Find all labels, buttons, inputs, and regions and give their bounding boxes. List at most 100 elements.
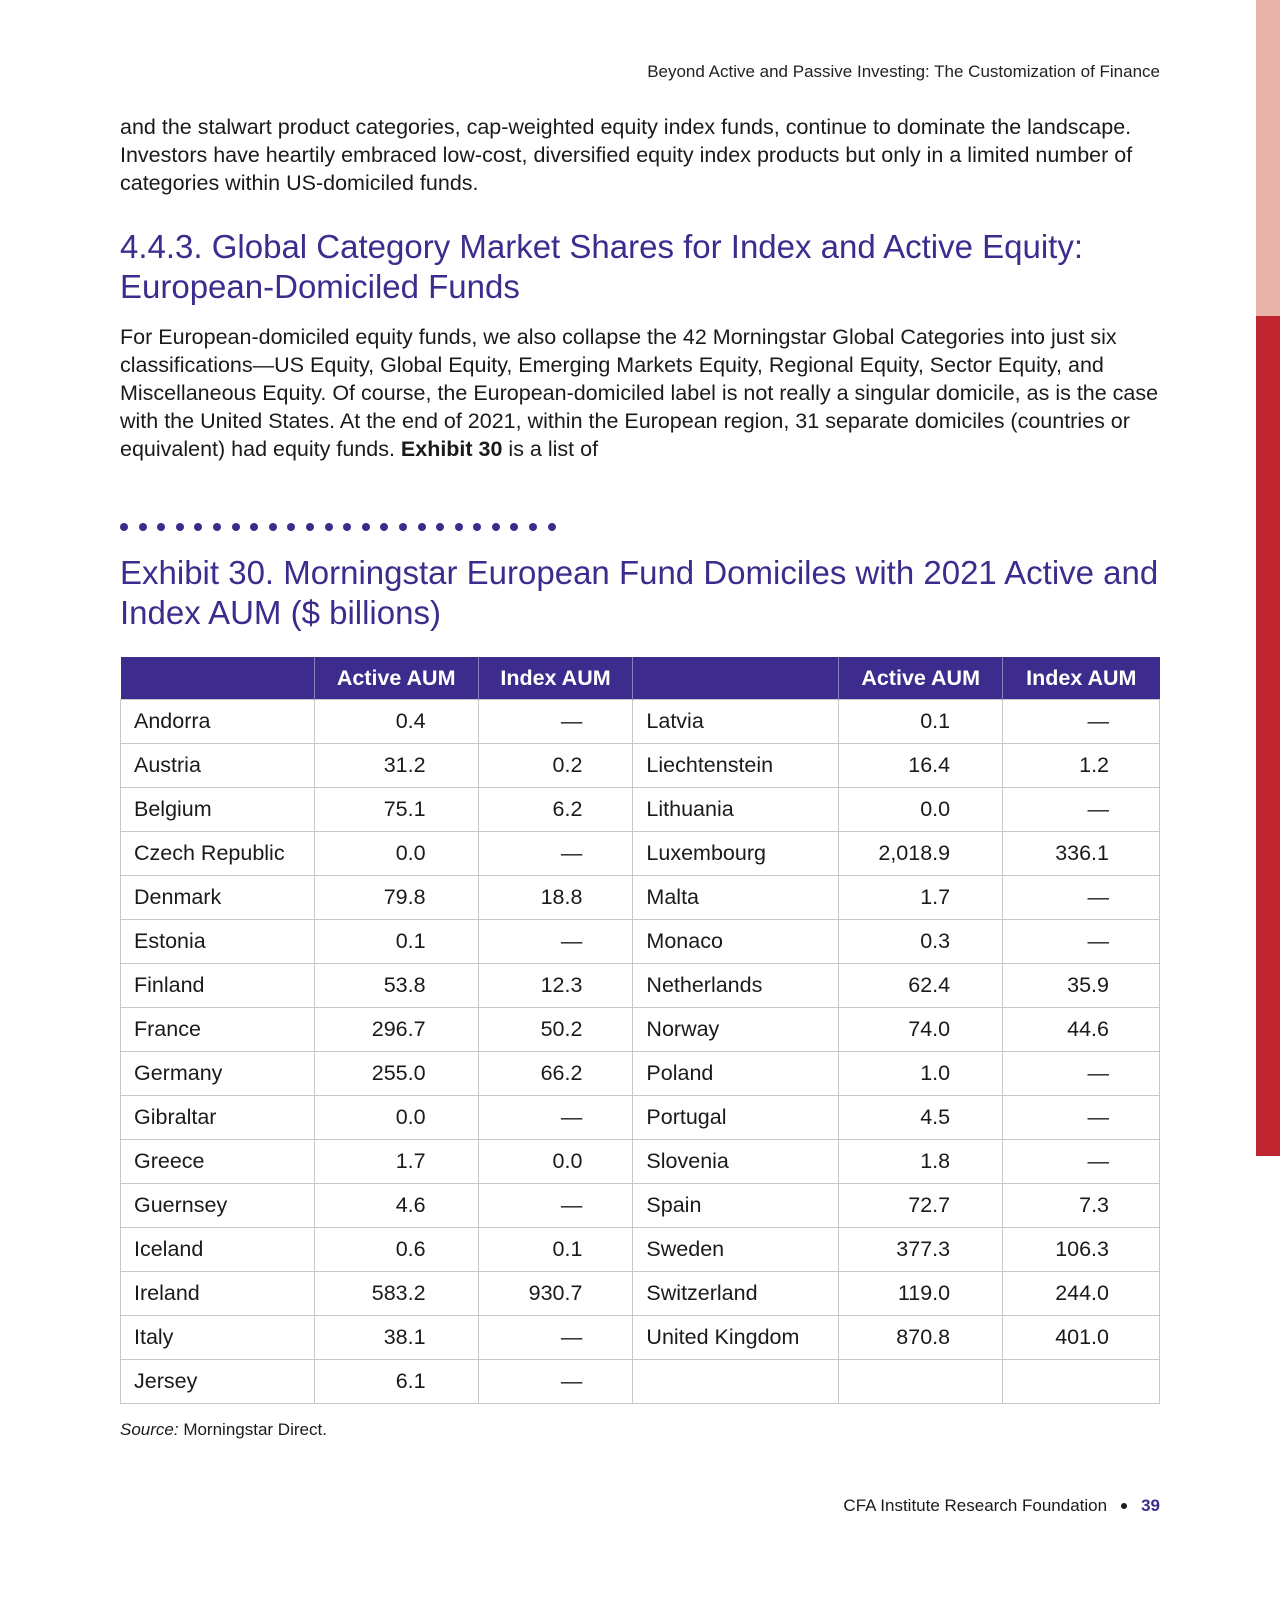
active-aum-cell: 0.1 [838, 699, 1004, 744]
separator-dot [157, 523, 166, 531]
index-aum-cell: — [477, 699, 634, 744]
table-body: Andorra 0.4— Latvia 0.1— Austria 31.2 0.2 Liech… [120, 699, 1160, 1404]
table-row: Greece 1.7 0.0 Slovenia 1.8— [120, 1139, 1160, 1184]
active-aum-cell: 16.4 [838, 743, 1004, 788]
active-aum-cell: 75.1 [313, 787, 479, 832]
country-cell: Spain [632, 1183, 840, 1228]
active-aum-cell: 4.6 [313, 1183, 479, 1228]
index-aum-cell: 50.2 [477, 1007, 634, 1052]
active-aum-cell: 53.8 [313, 963, 479, 1008]
column-header: Active AUM [313, 657, 479, 700]
country-cell: Luxembourg [632, 831, 840, 876]
country-cell: Monaco [632, 919, 840, 964]
active-aum-cell: 72.7 [838, 1183, 1004, 1228]
active-aum-cell: 0.0 [838, 787, 1004, 832]
index-aum-cell [1002, 1359, 1160, 1404]
separator-dot [473, 523, 482, 531]
table-row: Gibraltar 0.0— Portugal 4.5— [120, 1095, 1160, 1140]
separator-dot [305, 523, 314, 531]
index-aum-cell: 106.3 [1002, 1227, 1160, 1272]
column-header: Index AUM [477, 657, 633, 700]
separator-dot [547, 523, 556, 531]
section-title: 4.4.3. Global Category Market Shares for… [120, 228, 1084, 305]
separator-dot [138, 523, 147, 531]
active-aum-cell: 255.0 [313, 1051, 479, 1096]
country-cell: Italy [120, 1315, 315, 1360]
source-note: Source: Morningstar Direct. [120, 1420, 1160, 1440]
active-aum-cell: 296.7 [313, 1007, 479, 1052]
index-aum-cell: — [1002, 1095, 1160, 1140]
country-cell: Belgium [120, 787, 315, 832]
exhibit-reference: Exhibit 30 [400, 437, 503, 461]
separator-dot [175, 523, 184, 531]
country-cell: Gibraltar [120, 1095, 315, 1140]
page-footer: CFA Institute Research Foundation 39 [843, 1496, 1160, 1516]
table-row: Iceland 0.6 0.1 Sweden 377.3 106.3 [120, 1227, 1160, 1272]
country-cell: Ireland [120, 1271, 315, 1316]
separator-dot [417, 523, 426, 531]
separator-dot [398, 523, 407, 531]
separator-dot [343, 523, 352, 531]
index-aum-cell: — [1002, 787, 1160, 832]
country-cell: Jersey [120, 1359, 315, 1404]
active-aum-cell: 2,018.9 [838, 831, 1004, 876]
index-aum-cell: — [1002, 1139, 1160, 1184]
active-aum-cell: 1.0 [838, 1051, 1004, 1096]
table-row: Belgium 75.1 6.2 Lithuania 0.0— [120, 787, 1160, 832]
separator-dot [250, 523, 259, 531]
country-cell: Guernsey [120, 1183, 315, 1228]
separator-dot [454, 523, 463, 531]
country-cell: Latvia [632, 699, 840, 744]
active-aum-cell: 6.1 [313, 1359, 479, 1404]
active-aum-cell: 377.3 [838, 1227, 1004, 1272]
index-aum-cell: 66.2 [477, 1051, 634, 1096]
separator-dot [268, 523, 277, 531]
separator-dot [287, 523, 296, 531]
active-aum-cell: 4.5 [838, 1095, 1004, 1140]
table-row: France 296.7 50.2 Norway 74.0 44.6 [120, 1007, 1160, 1052]
section-paragraph-tail: is a list of [502, 437, 599, 461]
table-row: Czech Republic 0.0— Luxembourg 2,018.9 336.1 [120, 831, 1160, 876]
country-cell: Iceland [120, 1227, 315, 1272]
country-cell: Poland [632, 1051, 840, 1096]
index-aum-cell: — [477, 1095, 634, 1140]
active-aum-cell: 1.7 [838, 875, 1004, 920]
separator-dot [361, 523, 370, 531]
country-cell: Slovenia [632, 1139, 840, 1184]
separator-dot [194, 523, 203, 531]
separator-dot [510, 523, 519, 531]
index-aum-cell: — [1002, 875, 1160, 920]
table-row: Andorra 0.4— Latvia 0.1— [120, 699, 1160, 744]
index-aum-cell: 0.2 [477, 743, 634, 788]
index-aum-cell: — [477, 1359, 634, 1404]
index-aum-cell: — [1002, 1051, 1160, 1096]
country-cell: Liechtenstein [632, 743, 840, 788]
index-aum-cell: 0.1 [477, 1227, 634, 1272]
index-aum-cell: 244.0 [1002, 1271, 1160, 1316]
separator-dot [491, 523, 500, 531]
separator-dot [380, 523, 389, 531]
country-cell: Norway [632, 1007, 840, 1052]
country-cell [632, 1359, 840, 1404]
table-row: Guernsey 4.6— Spain 72.7 7.3 [120, 1183, 1160, 1228]
index-aum-cell: 44.6 [1002, 1007, 1160, 1052]
index-aum-cell: — [477, 1183, 634, 1228]
table-row: Germany 255.0 66.2 Poland 1.0— [120, 1051, 1160, 1096]
country-cell: Denmark [120, 875, 315, 920]
country-cell: Portugal [632, 1095, 840, 1140]
country-cell: Andorra [120, 699, 315, 744]
active-aum-cell: 62.4 [838, 963, 1004, 1008]
country-cell: Czech Republic [120, 831, 315, 876]
edge-tab-red [1256, 316, 1280, 1156]
index-aum-cell: — [477, 919, 634, 964]
index-aum-cell: 35.9 [1002, 963, 1160, 1008]
index-aum-cell: 7.3 [1002, 1183, 1160, 1228]
table-row: Jersey 6.1— [120, 1359, 1160, 1404]
index-aum-cell: 930.7 [477, 1271, 634, 1316]
page-number: 39 [1141, 1496, 1160, 1515]
table-row: Ireland 583.2 930.7 Switzerland 119.0 244.0 [120, 1271, 1160, 1316]
edge-tab-light [1256, 0, 1280, 316]
separator-dot [212, 523, 221, 531]
active-aum-cell: 0.0 [313, 1095, 479, 1140]
country-cell: Netherlands [632, 963, 840, 1008]
